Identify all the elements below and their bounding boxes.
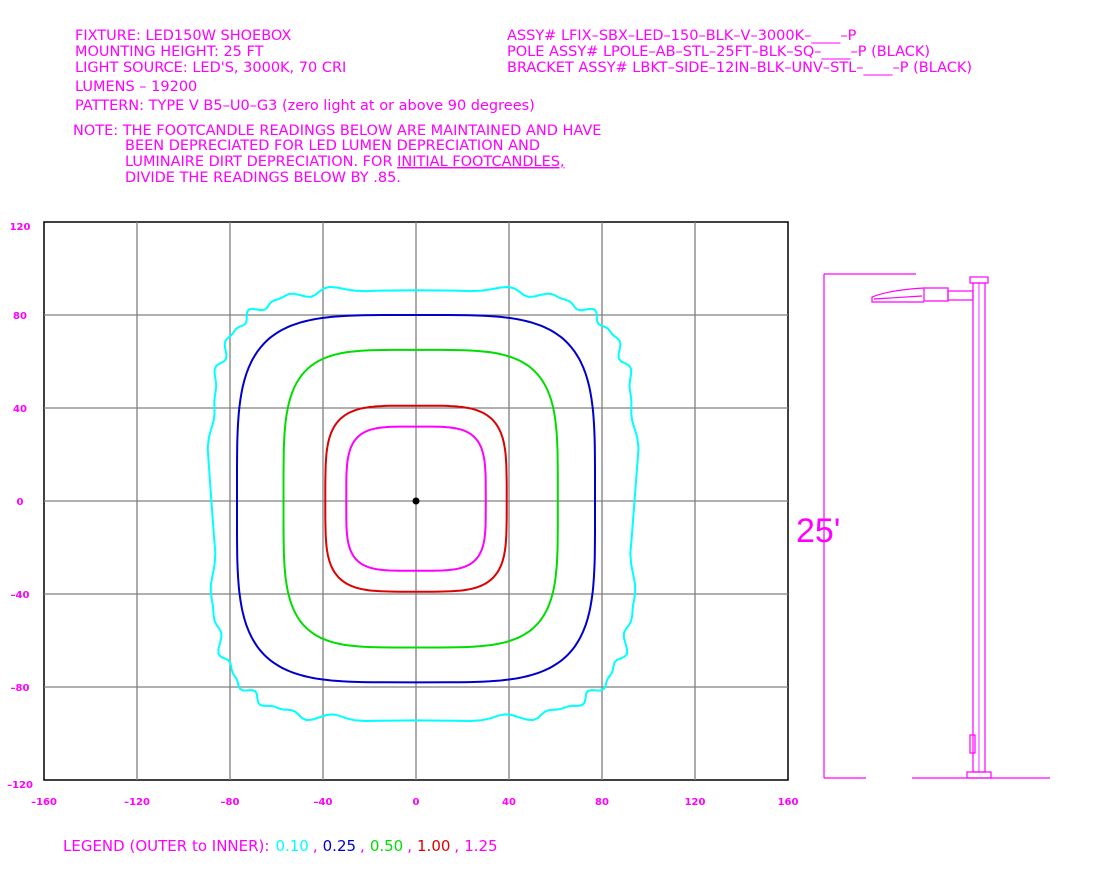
bracket-assy-line: BRACKET ASSY# LBKT–SIDE–12IN–BLK–UNV–STL… [507,60,972,76]
legend-entry-1.00: 1.00 [417,837,450,855]
x-tick-label: –160 [31,797,57,808]
y-tick-label: –40 [11,590,30,601]
note-line-3: LUMINAIRE DIRT DEPRECIATION. FOR INITIAL… [125,154,565,170]
mounting-height-line: MOUNTING HEIGHT: 25 FT [75,44,264,60]
x-tick-label: –120 [124,797,150,808]
y-tick-labels: 120 80 40 0 –40 –80 –120 [7,222,33,791]
y-tick-label: 0 [17,497,24,508]
pole-cap [969,276,989,284]
y-tick-label: 40 [13,404,27,415]
x-tick-label: –40 [314,797,333,808]
contour-1.25 [345,425,487,572]
light-source-line: LIGHT SOURCE: LED'S, 3000K, 70 CRI [75,60,346,76]
note-line-2: BEEN DEPRECIATED FOR LED LUMEN DEPRECIAT… [125,138,540,154]
pattern-line: PATTERN: TYPE V B5–U0–G3 (zero light at … [75,98,535,114]
x-tick-label: 0 [413,797,420,808]
fixture-housing [923,287,949,302]
contour-0.50 [282,348,559,649]
x-tick-label: 80 [595,797,609,808]
legend-entry-1.25: 1.25 [464,837,497,855]
note-line-4: DIVIDE THE READINGS BELOW BY .85. [125,170,401,186]
initial-footcandles-underlined: INITIAL FOOTCANDLES, [397,154,564,170]
legend-entry-0.25: 0.25 [323,837,356,855]
legend-prefix: LEGEND (OUTER to INNER): [63,837,269,855]
x-tick-labels: –160 –120 –80 –40 0 40 80 120 160 [31,797,798,808]
x-tick-label: 160 [778,797,799,808]
legend-entry-0.50: 0.50 [370,837,403,855]
contour-0.25 [236,314,596,684]
x-tick-label: 120 [685,797,706,808]
y-tick-label: –120 [7,780,33,791]
contour-0.10 [206,285,640,723]
x-tick-label: –80 [221,797,240,808]
contour-1.00 [324,404,508,593]
contour-lines [206,285,640,723]
isofootcandle-plot: –160 –120 –80 –40 0 40 80 120 160 120 80 40 0 –40 –80… [7,221,798,808]
pole-elevation [823,273,1050,779]
handhole [969,734,976,754]
y-tick-label: 120 [10,222,31,233]
y-tick-label: 80 [13,311,27,322]
fixture-head [871,287,925,303]
y-tick-label: –80 [11,683,30,694]
fixture-line: FIXTURE: LED150W SHOEBOX [75,28,291,44]
note-line-1: NOTE: THE FOOTCANDLE READINGS BELOW ARE … [73,123,601,139]
fixture-assy-line: ASSY# LFIX–SBX–LED–150–BLK–V–3000K–____–… [507,28,857,44]
mounting-height-label: 25' [796,512,840,550]
legend-entry-0.10: 0.10 [275,837,308,855]
fixture-specs: FIXTURE: LED150W SHOEBOX MOUNTING HEIGHT… [73,28,601,186]
contour-legend: LEGEND (OUTER to INNER): 0.10, 0.25, 0.50, 1… [63,837,498,855]
bracket-arm [947,290,974,301]
assembly-numbers: ASSY# LFIX–SBX–LED–150–BLK–V–3000K–____–… [507,28,972,76]
x-tick-label: 40 [502,797,516,808]
pole-assy-line: POLE ASSY# LPOLE–AB–STL–25FT–BLK–SQ–____… [507,44,930,60]
fixture-lens-line [873,295,923,300]
lumens-line: LUMENS – 19200 [75,79,197,95]
pole-base [966,771,992,779]
pole-location-marker [412,497,420,505]
